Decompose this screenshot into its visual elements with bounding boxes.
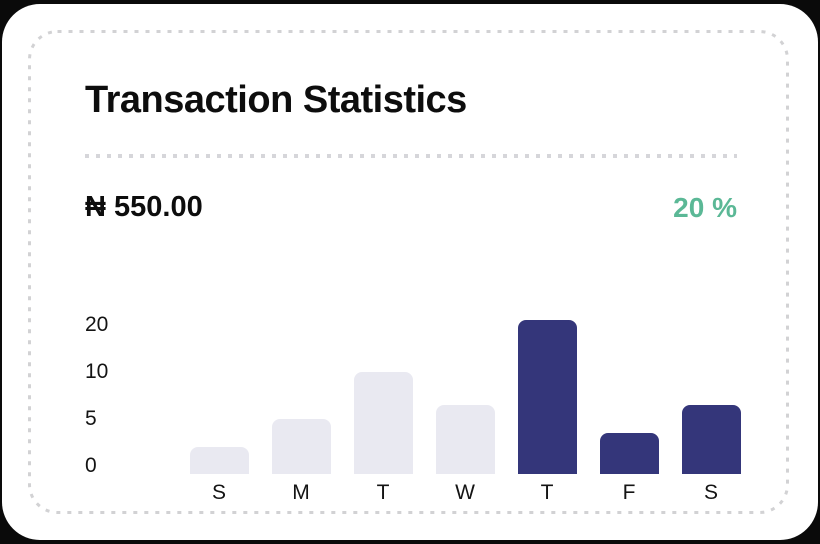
x-axis-label-1: S (211, 481, 226, 504)
x-axis-label-7: S (703, 481, 718, 504)
percent-change: 20 % (673, 192, 737, 223)
x-axis-label-5: T (540, 481, 554, 504)
chart-bar-2-m (271, 419, 331, 474)
chart-bar-5-t (517, 320, 577, 474)
y-axis-tick-label: 10 (85, 360, 109, 383)
chart-bar-1-s (189, 447, 249, 474)
page-title: Transaction Statistics (85, 79, 467, 121)
dashed-divider (85, 154, 737, 158)
chart-bar-7-s (681, 404, 741, 474)
chart-bar-3-t (353, 372, 413, 474)
y-axis-tick-label: 20 (85, 313, 109, 336)
x-axis-label-4: W (455, 481, 475, 504)
y-axis-tick-label: 0 (85, 454, 97, 477)
x-axis-label-6: F (622, 481, 636, 504)
y-axis-tick-label: 5 (85, 407, 97, 430)
x-axis-label-3: T (376, 481, 390, 504)
chart-bar-6-f (599, 433, 659, 474)
amount-value: ₦ 550.00 (85, 191, 203, 223)
x-axis-label-2: M (292, 481, 310, 504)
chart-bar-4-w (435, 404, 495, 474)
